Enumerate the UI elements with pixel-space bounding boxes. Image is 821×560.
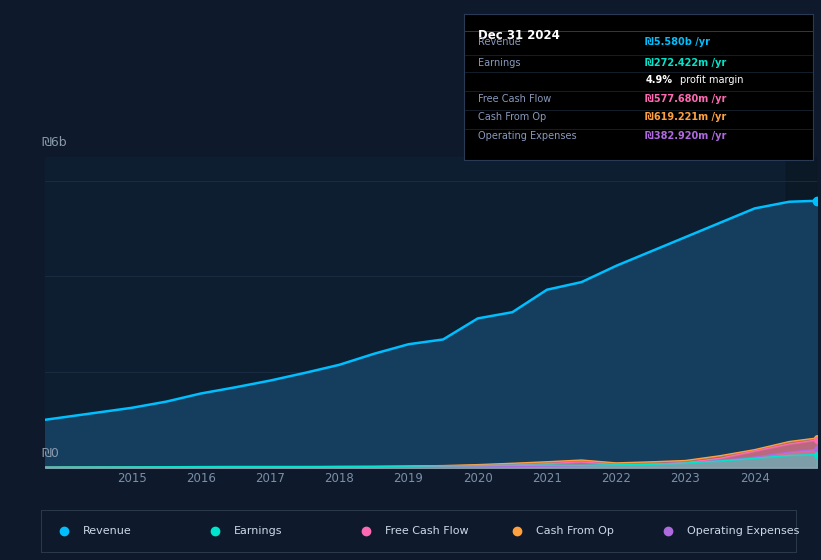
Text: profit margin: profit margin (680, 74, 744, 85)
Text: Free Cash Flow: Free Cash Flow (385, 526, 468, 535)
Text: Cash From Op: Cash From Op (536, 526, 613, 535)
Text: Cash From Op: Cash From Op (478, 113, 546, 123)
Text: Earnings: Earnings (478, 58, 521, 68)
Text: Operating Expenses: Operating Expenses (478, 132, 576, 142)
Text: Dec 31 2024: Dec 31 2024 (478, 29, 560, 41)
Text: ₪577.680m /yr: ₪577.680m /yr (645, 94, 727, 104)
Text: ₪619.221m /yr: ₪619.221m /yr (645, 113, 727, 123)
Bar (786, 157, 817, 468)
Text: Operating Expenses: Operating Expenses (687, 526, 799, 535)
Text: ₪6b: ₪6b (41, 136, 67, 150)
Text: ₪0: ₪0 (41, 447, 59, 460)
Text: 4.9%: 4.9% (645, 74, 672, 85)
Text: Revenue: Revenue (478, 38, 521, 48)
Text: ₪382.920m /yr: ₪382.920m /yr (645, 132, 727, 142)
Text: ₪272.422m /yr: ₪272.422m /yr (645, 58, 727, 68)
Text: Earnings: Earnings (234, 526, 282, 535)
Text: ₪5.580b /yr: ₪5.580b /yr (645, 38, 710, 48)
Text: Free Cash Flow: Free Cash Flow (478, 94, 551, 104)
Text: Revenue: Revenue (83, 526, 131, 535)
